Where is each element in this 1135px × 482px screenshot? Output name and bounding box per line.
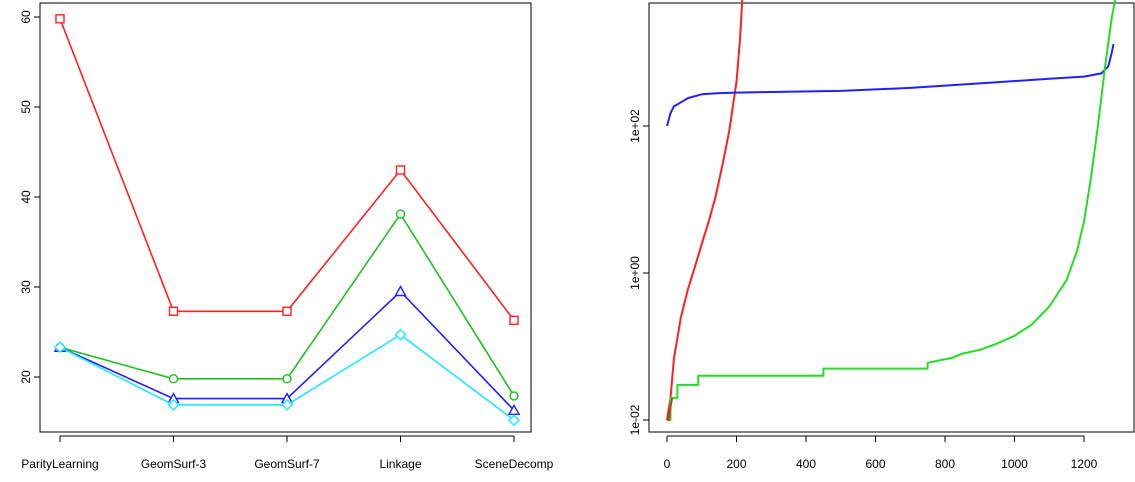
series-line	[666, 43, 1115, 127]
data-point	[509, 391, 519, 401]
y-tick-label: 20	[19, 370, 33, 384]
x-tick-label: Linkage	[379, 457, 421, 471]
data-point	[509, 315, 519, 325]
right-chart-panel: 1e-02 1e+00 1e+02 0 200 400 600 800 1000 1200	[628, 0, 1135, 471]
plot-box	[648, 2, 1135, 433]
data-point	[282, 374, 292, 384]
x-tick-label: 1200	[1071, 457, 1098, 471]
x-tick-label: 800	[935, 457, 955, 471]
data-point	[54, 341, 66, 354]
y-tick-label: 40	[19, 190, 33, 204]
data-point	[168, 306, 179, 316]
data-point	[395, 209, 406, 219]
data-point	[508, 414, 520, 427]
data-point	[282, 306, 292, 316]
x-tick-label: 200	[726, 457, 746, 471]
x-tick-label: ParityLearning	[21, 457, 98, 471]
x-tick-label: 1000	[1001, 457, 1028, 471]
data-point	[395, 165, 406, 175]
x-tick-label: GeomSurf-7	[254, 457, 320, 471]
x-tick-label: GeomSurf-3	[141, 457, 207, 471]
data-point	[55, 14, 65, 24]
x-tick-label: 0	[664, 457, 671, 471]
series-line	[667, 0, 1117, 421]
data-point	[168, 374, 179, 384]
x-tick-label: 600	[865, 457, 885, 471]
data-point	[394, 285, 407, 297]
data-point	[394, 328, 407, 341]
series-line	[667, 397, 674, 421]
y-tick-label: 1e+00	[628, 256, 642, 290]
plot-box	[39, 2, 532, 433]
y-tick-label: 60	[19, 10, 33, 24]
y-tick-label: 50	[19, 100, 33, 114]
series-line	[59, 18, 515, 321]
series-line	[666, 0, 744, 421]
data-point	[167, 398, 180, 411]
data-point	[281, 398, 293, 411]
y-tick-label: 1e-02	[628, 404, 642, 435]
x-tick-label: SceneDecomp	[475, 457, 554, 471]
y-tick-label: 1e+02	[628, 109, 642, 143]
x-tick-label: 400	[796, 457, 816, 471]
y-tick-label: 30	[19, 280, 33, 294]
left-chart-panel: 20 30 40 50 60 ParityLearning GeomSurf-3 GeomSu…	[19, 2, 554, 471]
